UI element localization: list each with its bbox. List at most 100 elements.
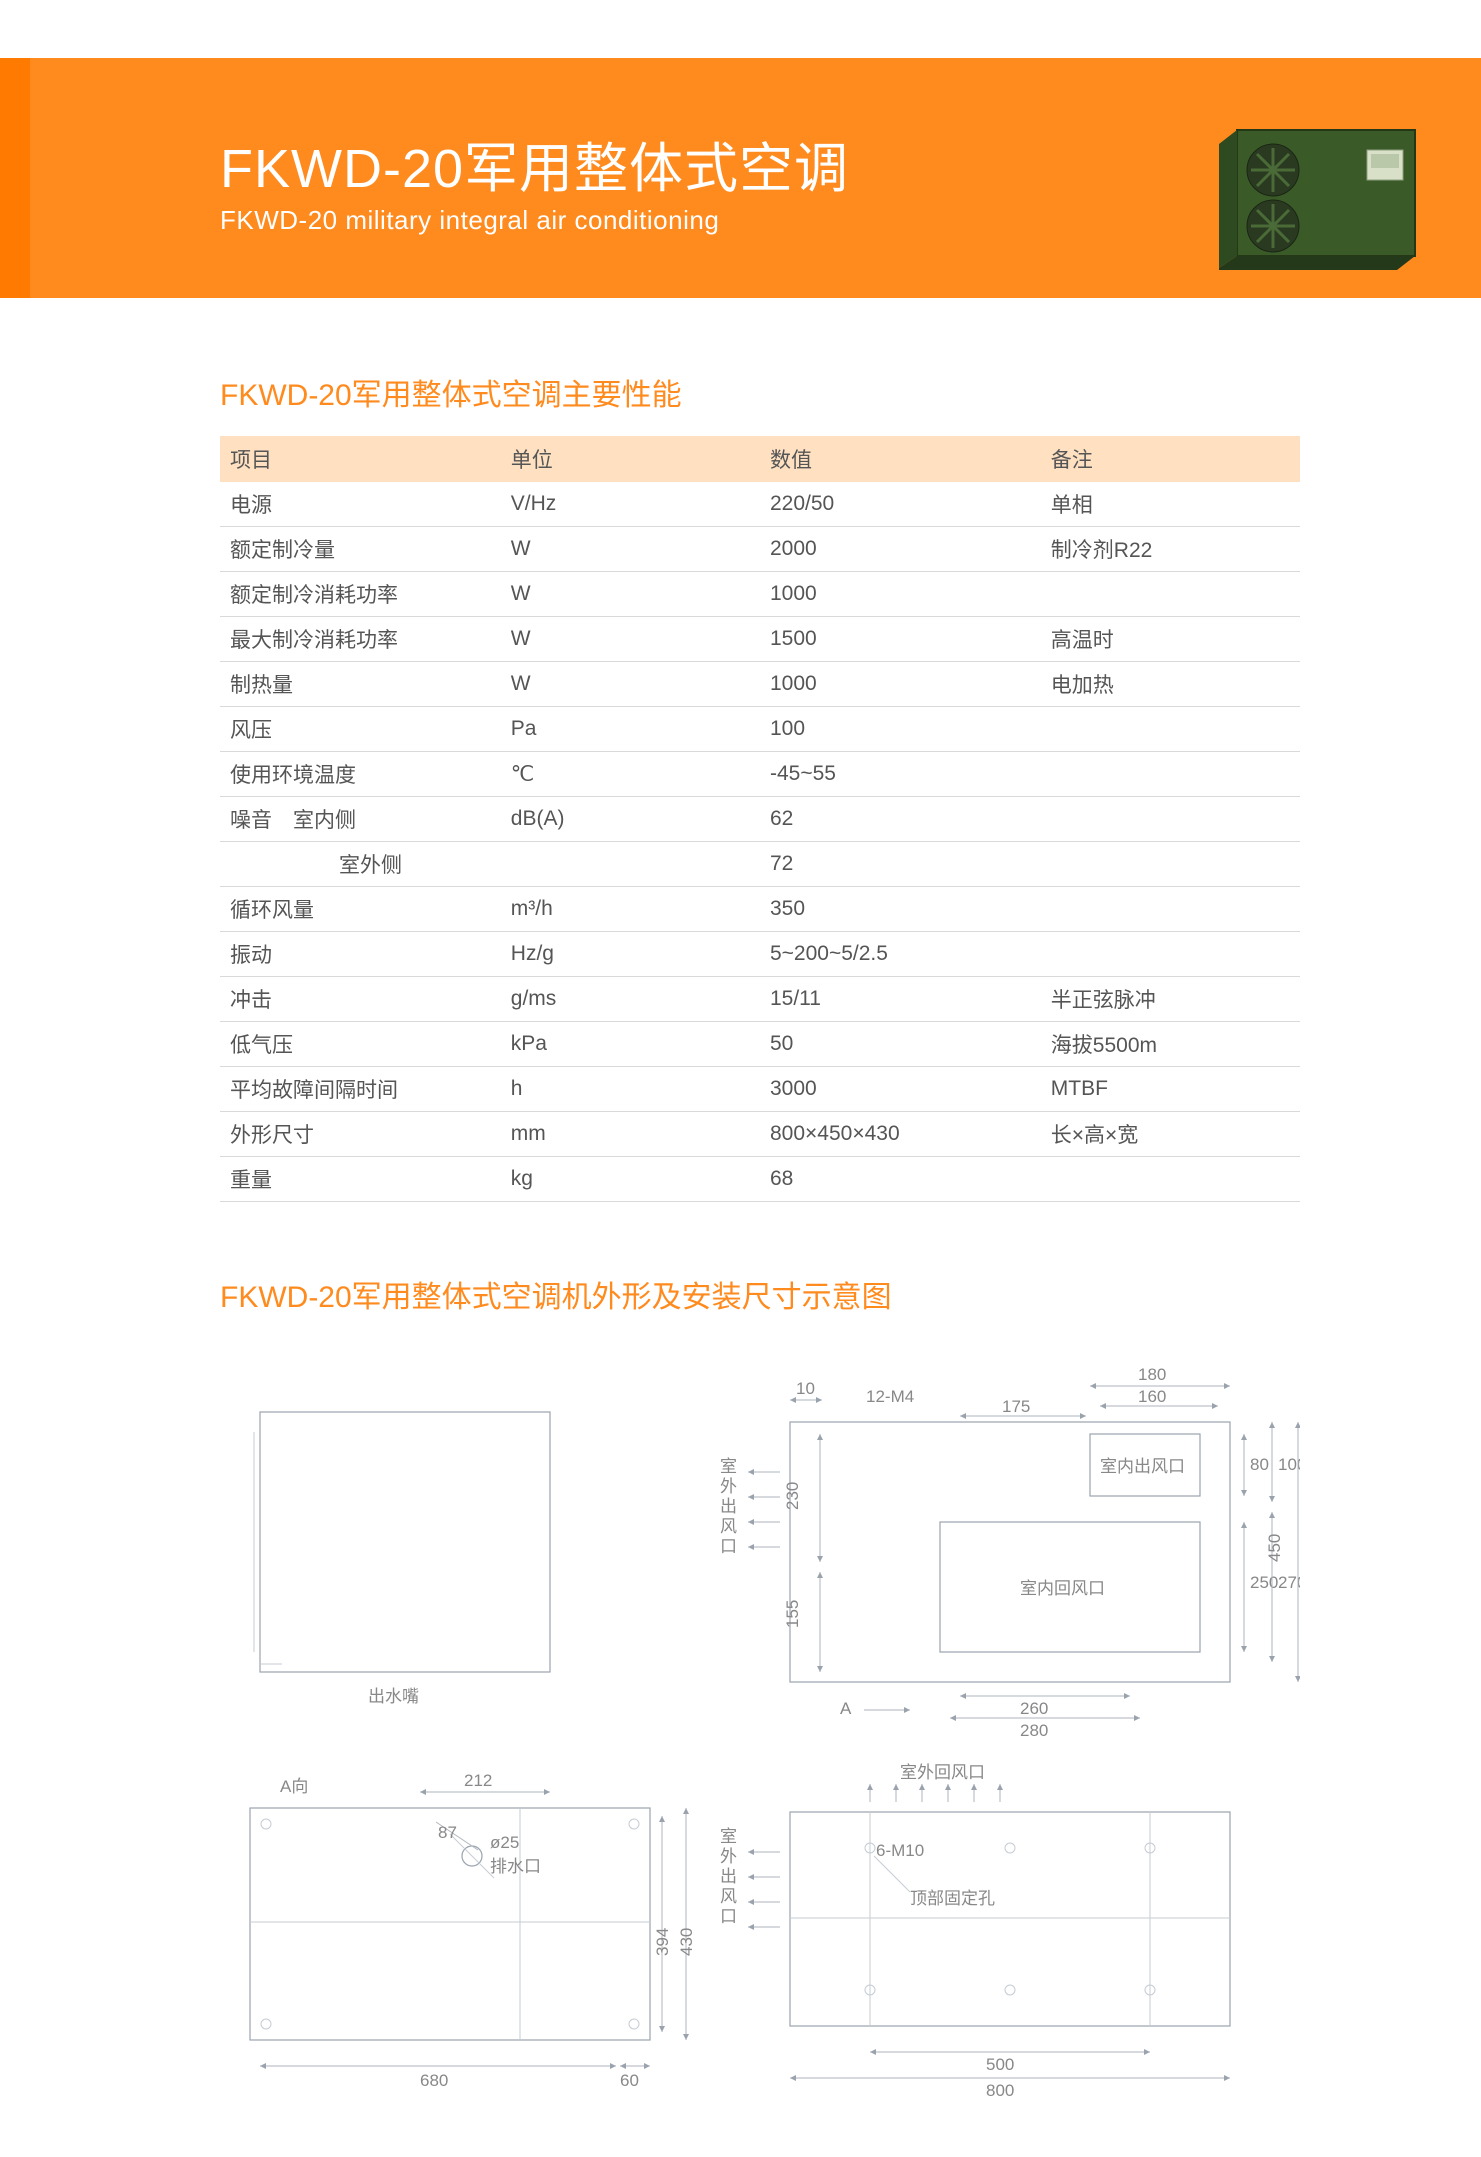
table-cell: m³/h	[501, 887, 760, 932]
table-cell: W	[501, 662, 760, 707]
dim-160: 160	[1138, 1387, 1166, 1406]
table-cell: 350	[760, 887, 1041, 932]
table-row: 噪音 室内侧dB(A)62	[220, 797, 1300, 842]
table-cell: kg	[501, 1157, 760, 1202]
content: FKWD-20军用整体式空调主要性能 项目 单位 数值 备注 电源V/Hz220…	[220, 370, 1300, 2152]
table-cell	[1041, 707, 1300, 752]
dim-270: 270	[1278, 1573, 1300, 1592]
dim-260: 260	[1020, 1699, 1048, 1718]
table-cell: W	[501, 527, 760, 572]
dim-10: 10	[796, 1379, 815, 1398]
table-cell: 冲击	[220, 977, 501, 1022]
table-cell: 100	[760, 707, 1041, 752]
table-cell: Hz/g	[501, 932, 760, 977]
label-a-view: A向	[280, 1777, 308, 1796]
table-row: 使用环境温度℃-45~55	[220, 752, 1300, 797]
dim-450: 450	[1265, 1534, 1284, 1562]
banner-title-en: FKWD-20 military integral air conditioni…	[220, 205, 849, 236]
table-cell	[1041, 797, 1300, 842]
dim-680: 680	[420, 2071, 448, 2090]
table-cell: -45~55	[760, 752, 1041, 797]
table-cell: MTBF	[1041, 1067, 1300, 1112]
diagram-section-title: FKWD-20军用整体式空调机外形及安装尺寸示意图	[220, 1272, 1300, 1316]
table-cell: 循环风量	[220, 887, 501, 932]
th-item: 项目	[220, 436, 501, 482]
table-cell: 1000	[760, 572, 1041, 617]
table-cell: 外形尺寸	[220, 1112, 501, 1157]
table-cell: 噪音 室内侧	[220, 797, 501, 842]
label-outdoor-vent-2: 室外出风口	[720, 1827, 737, 1926]
table-cell	[1041, 887, 1300, 932]
table-cell: 低气压	[220, 1022, 501, 1067]
table-cell: dB(A)	[501, 797, 760, 842]
table-cell: 高温时	[1041, 617, 1300, 662]
diagram-bottom-view: 室外回风口 6-M10	[720, 1763, 1230, 2100]
table-row: 室外侧 72	[220, 842, 1300, 887]
table-cell: 平均故障间隔时间	[220, 1067, 501, 1112]
label-indoor-out: 室内出风口	[1100, 1457, 1185, 1476]
product-image	[1219, 120, 1429, 270]
dim-100: 100	[1278, 1455, 1300, 1474]
banner-text: FKWD-20军用整体式空调 FKWD-20 military integral…	[220, 140, 849, 236]
table-row: 额定制冷量W2000制冷剂R22	[220, 527, 1300, 572]
dim-280: 280	[1020, 1721, 1048, 1740]
table-cell: 1000	[760, 662, 1041, 707]
table-cell: g/ms	[501, 977, 760, 1022]
table-cell: 72	[760, 842, 1041, 887]
table-row: 平均故障间隔时间h3000MTBF	[220, 1067, 1300, 1112]
table-cell: 风压	[220, 707, 501, 752]
table-cell: 3000	[760, 1067, 1041, 1112]
spec-section-title: FKWD-20军用整体式空调主要性能	[220, 370, 1300, 414]
diagram-a-view: A向 ø25 排水口 212 87	[250, 1771, 696, 2090]
dim-155: 155	[783, 1600, 802, 1628]
table-row: 风压Pa100	[220, 707, 1300, 752]
table-cell: 50	[760, 1022, 1041, 1067]
dim-60: 60	[620, 2071, 639, 2090]
label-outdoor-return: 室外回风口	[900, 1763, 985, 1782]
header-banner: FKWD-20军用整体式空调 FKWD-20 military integral…	[0, 58, 1481, 298]
label-6m10: 6-M10	[876, 1841, 924, 1860]
spec-table: 项目 单位 数值 备注 电源V/Hz220/50单相额定制冷量W2000制冷剂R…	[220, 436, 1300, 1202]
table-row: 电源V/Hz220/50单相	[220, 482, 1300, 527]
dim-430: 430	[677, 1928, 696, 1956]
table-cell: 15/11	[760, 977, 1041, 1022]
table-cell: h	[501, 1067, 760, 1112]
label-outdoor-vent-1: 室外出风口	[720, 1457, 737, 1556]
table-row: 制热量W1000电加热	[220, 662, 1300, 707]
label-outlet-nozzle: 出水嘴	[368, 1687, 419, 1706]
table-cell: 电加热	[1041, 662, 1300, 707]
table-row: 振动Hz/g5~200~5/2.5	[220, 932, 1300, 977]
table-cell: 室外侧	[220, 842, 501, 887]
dim-500: 500	[986, 2055, 1014, 2074]
table-cell: 单相	[1041, 482, 1300, 527]
th-unit: 单位	[501, 436, 760, 482]
table-cell: 海拔5500m	[1041, 1022, 1300, 1067]
table-cell: 1500	[760, 617, 1041, 662]
table-row: 重量kg68	[220, 1157, 1300, 1202]
table-cell: 电源	[220, 482, 501, 527]
table-cell	[1041, 932, 1300, 977]
dim-250: 250	[1250, 1573, 1278, 1592]
table-cell: 额定制冷量	[220, 527, 501, 572]
table-cell	[1041, 752, 1300, 797]
table-row: 低气压kPa50海拔5500m	[220, 1022, 1300, 1067]
label-drain: 排水口	[490, 1857, 541, 1876]
table-cell: 额定制冷消耗功率	[220, 572, 501, 617]
table-cell: 制热量	[220, 662, 501, 707]
table-cell: 使用环境温度	[220, 752, 501, 797]
table-row: 外形尺寸mm800×450×430长×高×宽	[220, 1112, 1300, 1157]
table-cell: 5~200~5/2.5	[760, 932, 1041, 977]
table-cell: kPa	[501, 1022, 760, 1067]
dim-230: 230	[783, 1482, 802, 1510]
table-row: 最大制冷消耗功率W1500高温时	[220, 617, 1300, 662]
table-row: 冲击g/ms15/11半正弦脉冲	[220, 977, 1300, 1022]
table-cell: 800×450×430	[760, 1112, 1041, 1157]
table-cell	[1041, 572, 1300, 617]
th-value: 数值	[760, 436, 1041, 482]
dimension-diagrams: 出水嘴 室内出风口 室内回风口 室外出风口	[220, 1362, 1300, 2152]
table-cell: 制冷剂R22	[1041, 527, 1300, 572]
table-cell: 振动	[220, 932, 501, 977]
label-phi25: ø25	[490, 1833, 519, 1852]
table-cell: W	[501, 572, 760, 617]
table-cell: 重量	[220, 1157, 501, 1202]
